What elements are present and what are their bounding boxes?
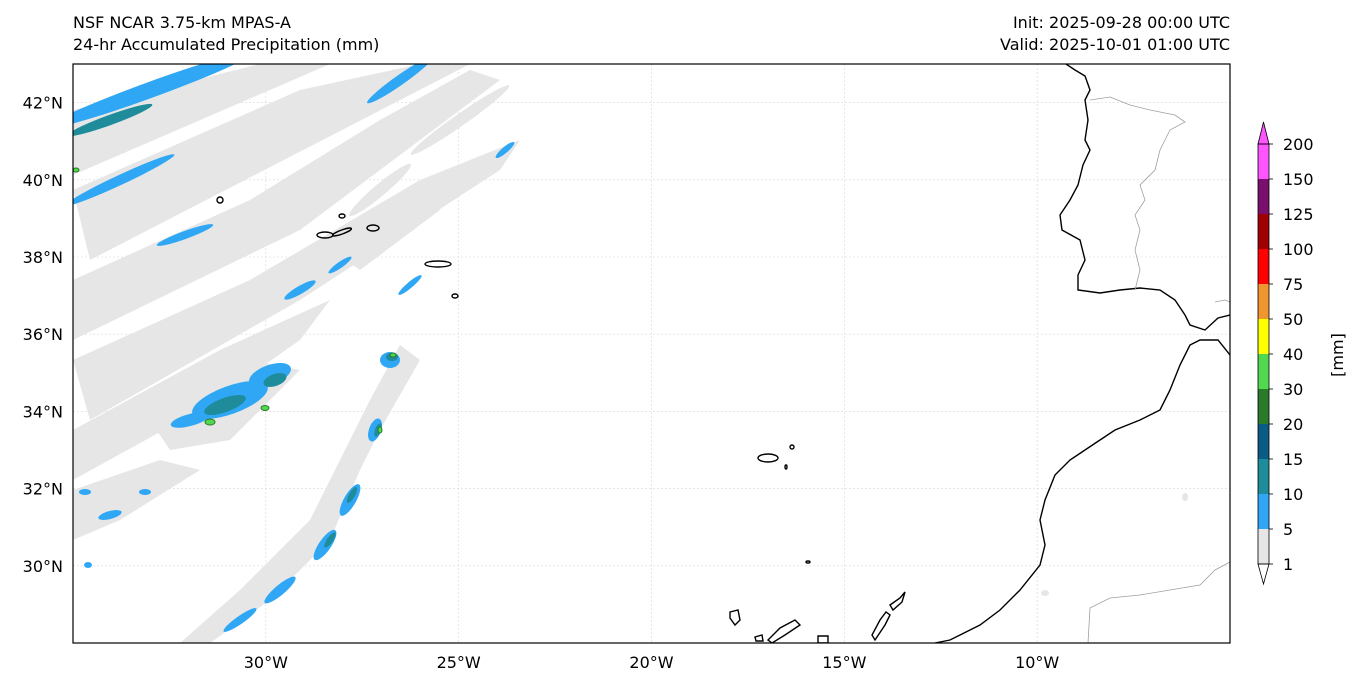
portugal-spain-border <box>1089 96 1186 291</box>
colorbar-tick-label: 75 <box>1283 275 1303 294</box>
colorbar-extend-max <box>1257 121 1270 145</box>
colorbar-tick-label: 15 <box>1283 450 1303 469</box>
colorbar-tick-label: 50 <box>1283 310 1303 329</box>
lat-tick-label: 38°N <box>23 248 63 267</box>
precip-teal <box>73 103 398 548</box>
canary-gomera <box>754 634 764 642</box>
lat-tick-label: 30°N <box>23 557 63 576</box>
colorbar-swatch <box>1258 354 1269 389</box>
borders <box>1087 96 1230 643</box>
colorbar-tick-label: 125 <box>1283 205 1314 224</box>
colorbar-swatch <box>1258 214 1269 249</box>
colorbar-swatch <box>1258 459 1269 494</box>
valid-time: Valid: 2025-10-01 01:00 UTC <box>999 35 1230 54</box>
lat-tick-label: 40°N <box>23 171 63 190</box>
colorbar-swatch <box>1258 424 1269 459</box>
lon-tick-label: 20°W <box>629 653 673 672</box>
init-time: Init: 2025-09-28 00:00 UTC <box>1012 13 1230 32</box>
colorbar-swatch <box>1258 179 1269 214</box>
colorbar-tick-label: 5 <box>1283 520 1293 539</box>
madeira <box>757 453 779 463</box>
colorbar-swatch <box>1258 249 1269 284</box>
colorbar-tick-label: 200 <box>1283 135 1314 154</box>
azores-flores <box>216 196 224 204</box>
colorbar-tick-label: 150 <box>1283 170 1314 189</box>
lon-tick-label: 30°W <box>244 653 288 672</box>
lat-tick-label: 32°N <box>23 480 63 499</box>
colorbar-unit-label: [mm] <box>1328 333 1347 377</box>
gibraltar-strait <box>1214 299 1230 303</box>
lat-tick-label: 34°N <box>23 402 63 421</box>
colorbar-swatch <box>1258 319 1269 354</box>
azores-pico <box>331 227 353 237</box>
colorbar-tick-label: 40 <box>1283 345 1303 364</box>
africa-coast <box>934 339 1230 643</box>
canary-tenerife <box>766 619 802 643</box>
canary-grancanaria <box>817 635 829 643</box>
selvagens <box>805 560 811 564</box>
model-title: NSF NCAR 3.75-km MPAS-A <box>73 13 291 32</box>
longitude-ticks: 30°W 25°W 20°W 15°W 10°W <box>244 653 1060 672</box>
lon-tick-label: 15°W <box>822 653 866 672</box>
iberia-coast <box>1059 64 1230 331</box>
morocco-algeria-border <box>1087 561 1230 643</box>
latitude-ticks: 42°N 40°N 38°N 36°N 34°N 32°N 30°N <box>23 94 63 576</box>
lat-tick-label: 36°N <box>23 325 63 344</box>
canary-lanzarote <box>889 591 906 612</box>
colorbar-tick-label: 20 <box>1283 415 1303 434</box>
field-title: 24-hr Accumulated Precipitation (mm) <box>73 35 380 54</box>
coastlines <box>216 64 1230 643</box>
colorbar-swatch <box>1258 284 1269 319</box>
azores-saomiguel <box>424 260 452 268</box>
precip-green <box>73 167 397 434</box>
colorbar-tick-label: 1 <box>1283 555 1293 574</box>
title-block-right: Init: 2025-09-28 00:00 UTC Valid: 2025-1… <box>1000 12 1230 56</box>
colorbar-swatch <box>1258 494 1269 529</box>
porto-santo <box>789 444 795 450</box>
azores-santamaria <box>451 293 459 299</box>
colorbar-swatch <box>1258 389 1269 424</box>
desertas <box>784 464 788 470</box>
colorbar-tick-label: 100 <box>1283 240 1314 259</box>
canary-fuerteventura <box>871 611 891 642</box>
canary-lapalma <box>729 609 741 627</box>
azores-saojorge <box>338 213 346 219</box>
lat-tick-label: 42°N <box>23 94 63 113</box>
colorbar-swatch <box>1258 144 1269 179</box>
colorbar-tick-label: 10 <box>1283 485 1303 504</box>
map-frame <box>72 63 1231 644</box>
azores-terceira <box>366 224 380 232</box>
lon-tick-label: 10°W <box>1015 653 1059 672</box>
colorbar-extend-min <box>1257 563 1270 586</box>
lon-tick-label: 25°W <box>437 653 481 672</box>
colorbar-tick-label: 30 <box>1283 380 1303 399</box>
colorbar-swatch <box>1258 529 1269 564</box>
title-block-left: NSF NCAR 3.75-km MPAS-A 24-hr Accumulate… <box>73 12 379 56</box>
